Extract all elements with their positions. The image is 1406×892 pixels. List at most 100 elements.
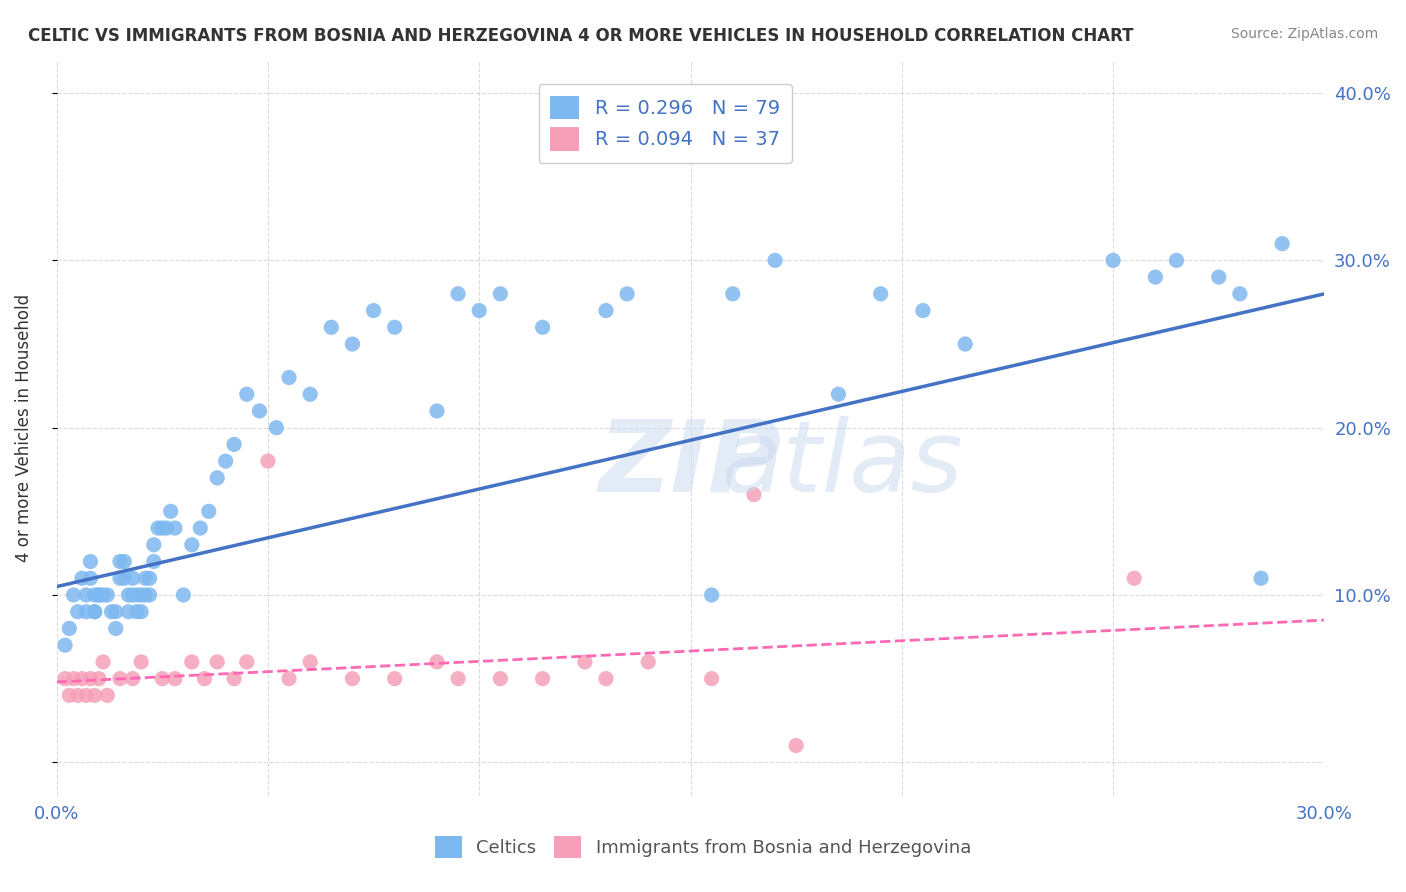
Point bbox=[79, 571, 101, 585]
Point bbox=[278, 672, 301, 686]
Point bbox=[79, 672, 101, 686]
Legend: R = 0.296   N = 79, R = 0.094   N = 37: R = 0.296 N = 79, R = 0.094 N = 37 bbox=[538, 84, 792, 162]
Point bbox=[1208, 270, 1230, 285]
Point bbox=[87, 588, 110, 602]
Point bbox=[121, 672, 143, 686]
Point bbox=[150, 672, 173, 686]
Point bbox=[911, 303, 934, 318]
Point bbox=[616, 286, 638, 301]
Point bbox=[180, 538, 202, 552]
Legend: Celtics, Immigrants from Bosnia and Herzegovina: Celtics, Immigrants from Bosnia and Herz… bbox=[427, 829, 979, 865]
Point bbox=[87, 672, 110, 686]
Point bbox=[299, 387, 322, 401]
Point bbox=[869, 286, 891, 301]
Point bbox=[142, 555, 165, 569]
Point bbox=[205, 471, 228, 485]
Point bbox=[953, 337, 976, 351]
Point bbox=[249, 404, 271, 418]
Point bbox=[1123, 571, 1146, 585]
Point bbox=[172, 588, 194, 602]
Point bbox=[531, 672, 554, 686]
Point bbox=[62, 588, 84, 602]
Point bbox=[53, 638, 76, 652]
Point bbox=[83, 605, 105, 619]
Point bbox=[236, 387, 259, 401]
Point bbox=[257, 454, 280, 468]
Point bbox=[70, 672, 93, 686]
Point bbox=[827, 387, 849, 401]
Point bbox=[595, 303, 617, 318]
Point bbox=[117, 605, 139, 619]
Point bbox=[70, 571, 93, 585]
Point bbox=[321, 320, 343, 334]
Point bbox=[1102, 253, 1125, 268]
Point bbox=[91, 655, 114, 669]
Point bbox=[299, 655, 322, 669]
Point bbox=[134, 588, 156, 602]
Point bbox=[155, 521, 177, 535]
Point bbox=[138, 588, 160, 602]
Point bbox=[83, 588, 105, 602]
Point bbox=[112, 555, 135, 569]
Point bbox=[163, 521, 186, 535]
Point bbox=[595, 672, 617, 686]
Point bbox=[96, 689, 118, 703]
Point bbox=[138, 571, 160, 585]
Point bbox=[83, 689, 105, 703]
Point bbox=[266, 420, 288, 434]
Point bbox=[489, 672, 512, 686]
Point bbox=[224, 672, 246, 686]
Point bbox=[108, 571, 131, 585]
Point bbox=[129, 588, 152, 602]
Point bbox=[384, 320, 406, 334]
Point bbox=[142, 538, 165, 552]
Point bbox=[1144, 270, 1167, 285]
Point bbox=[100, 605, 122, 619]
Point bbox=[763, 253, 786, 268]
Point bbox=[104, 605, 127, 619]
Point bbox=[96, 588, 118, 602]
Point bbox=[62, 672, 84, 686]
Point bbox=[108, 555, 131, 569]
Point bbox=[53, 672, 76, 686]
Point bbox=[447, 672, 470, 686]
Point bbox=[1250, 571, 1272, 585]
Point bbox=[197, 504, 219, 518]
Text: ZIP: ZIP bbox=[599, 416, 782, 513]
Point bbox=[79, 555, 101, 569]
Point bbox=[426, 404, 449, 418]
Point bbox=[574, 655, 596, 669]
Point bbox=[236, 655, 259, 669]
Point bbox=[426, 655, 449, 669]
Point bbox=[83, 605, 105, 619]
Text: CELTIC VS IMMIGRANTS FROM BOSNIA AND HERZEGOVINA 4 OR MORE VEHICLES IN HOUSEHOLD: CELTIC VS IMMIGRANTS FROM BOSNIA AND HER… bbox=[28, 27, 1133, 45]
Point bbox=[75, 605, 97, 619]
Point bbox=[531, 320, 554, 334]
Point bbox=[193, 672, 215, 686]
Point bbox=[180, 655, 202, 669]
Point bbox=[342, 337, 364, 351]
Point bbox=[66, 689, 89, 703]
Point bbox=[721, 286, 744, 301]
Point bbox=[129, 655, 152, 669]
Point bbox=[117, 588, 139, 602]
Point bbox=[214, 454, 236, 468]
Point bbox=[125, 605, 148, 619]
Point bbox=[121, 571, 143, 585]
Point bbox=[104, 622, 127, 636]
Point bbox=[278, 370, 301, 384]
Point bbox=[108, 672, 131, 686]
Point bbox=[112, 571, 135, 585]
Point bbox=[384, 672, 406, 686]
Point bbox=[205, 655, 228, 669]
Text: atlas: atlas bbox=[721, 416, 963, 513]
Text: Source: ZipAtlas.com: Source: ZipAtlas.com bbox=[1230, 27, 1378, 41]
Point bbox=[58, 689, 80, 703]
Point bbox=[159, 504, 181, 518]
Point bbox=[363, 303, 385, 318]
Point bbox=[66, 605, 89, 619]
Point bbox=[637, 655, 659, 669]
Point bbox=[468, 303, 491, 318]
Point bbox=[742, 487, 765, 501]
Point bbox=[1271, 236, 1294, 251]
